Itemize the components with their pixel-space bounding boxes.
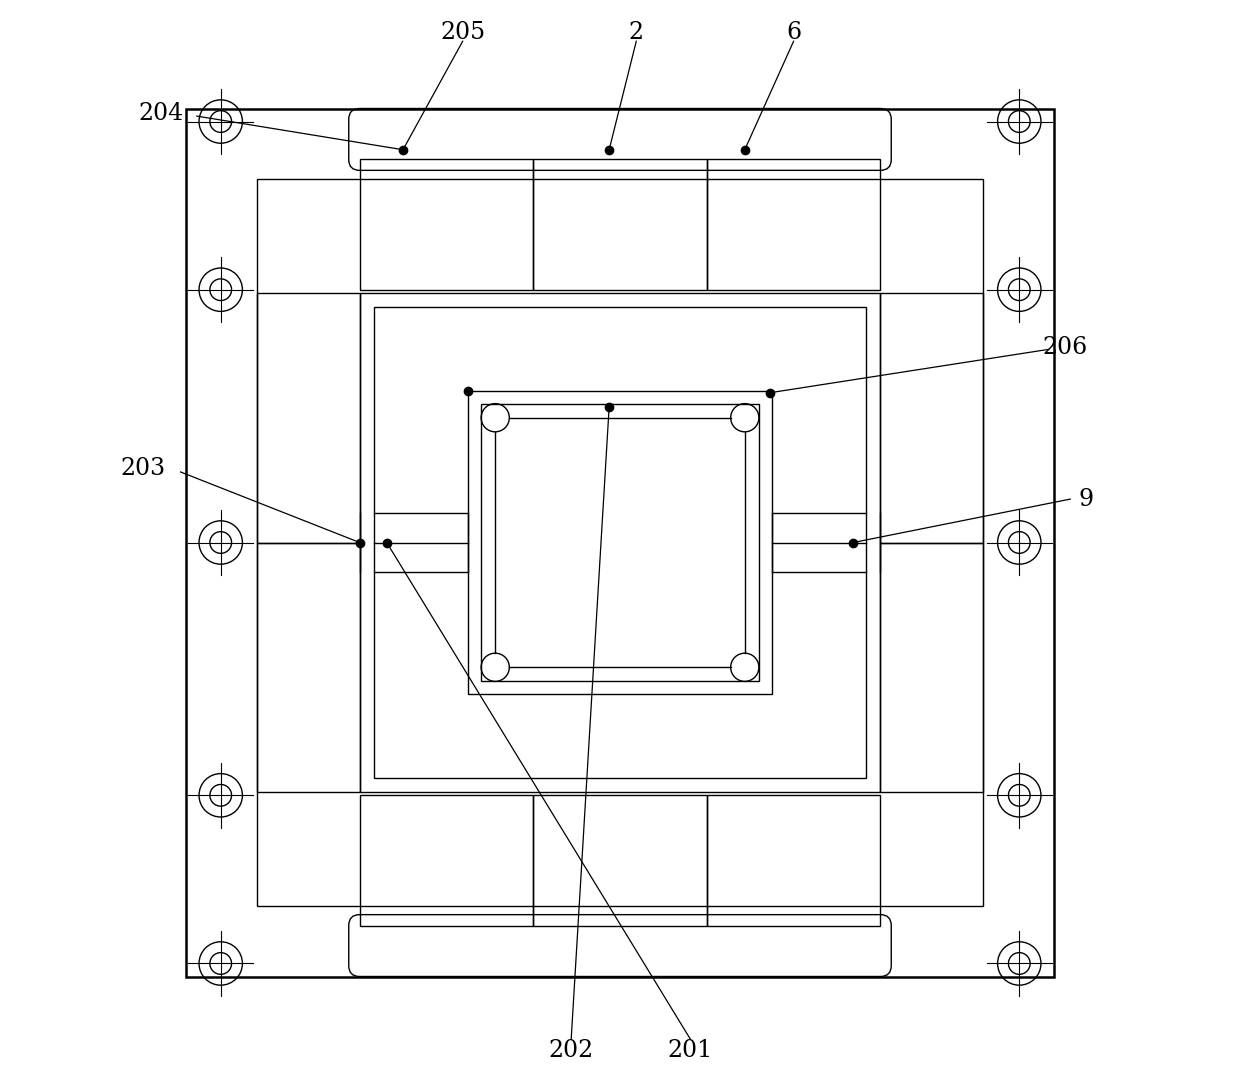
Text: 6: 6 <box>786 21 801 44</box>
Text: 205: 205 <box>440 21 485 44</box>
Text: 201: 201 <box>668 1038 713 1062</box>
Bar <box>707 795 880 926</box>
Bar <box>707 159 880 290</box>
Text: 2: 2 <box>629 21 644 44</box>
Text: 206: 206 <box>1043 335 1087 359</box>
Text: 202: 202 <box>548 1038 594 1062</box>
Bar <box>481 404 759 681</box>
Bar <box>360 795 533 926</box>
Bar <box>360 159 533 290</box>
Bar <box>257 542 360 792</box>
Bar <box>373 307 867 778</box>
Bar <box>257 179 983 906</box>
Bar <box>880 542 983 792</box>
Text: 203: 203 <box>120 457 165 481</box>
Bar <box>467 391 771 694</box>
Text: 204: 204 <box>139 102 184 126</box>
Bar <box>360 293 880 792</box>
Bar <box>533 795 707 926</box>
Text: 9: 9 <box>1079 487 1094 511</box>
Bar <box>186 108 1054 976</box>
Bar <box>533 159 707 290</box>
Bar <box>880 293 983 542</box>
Bar <box>257 293 360 542</box>
